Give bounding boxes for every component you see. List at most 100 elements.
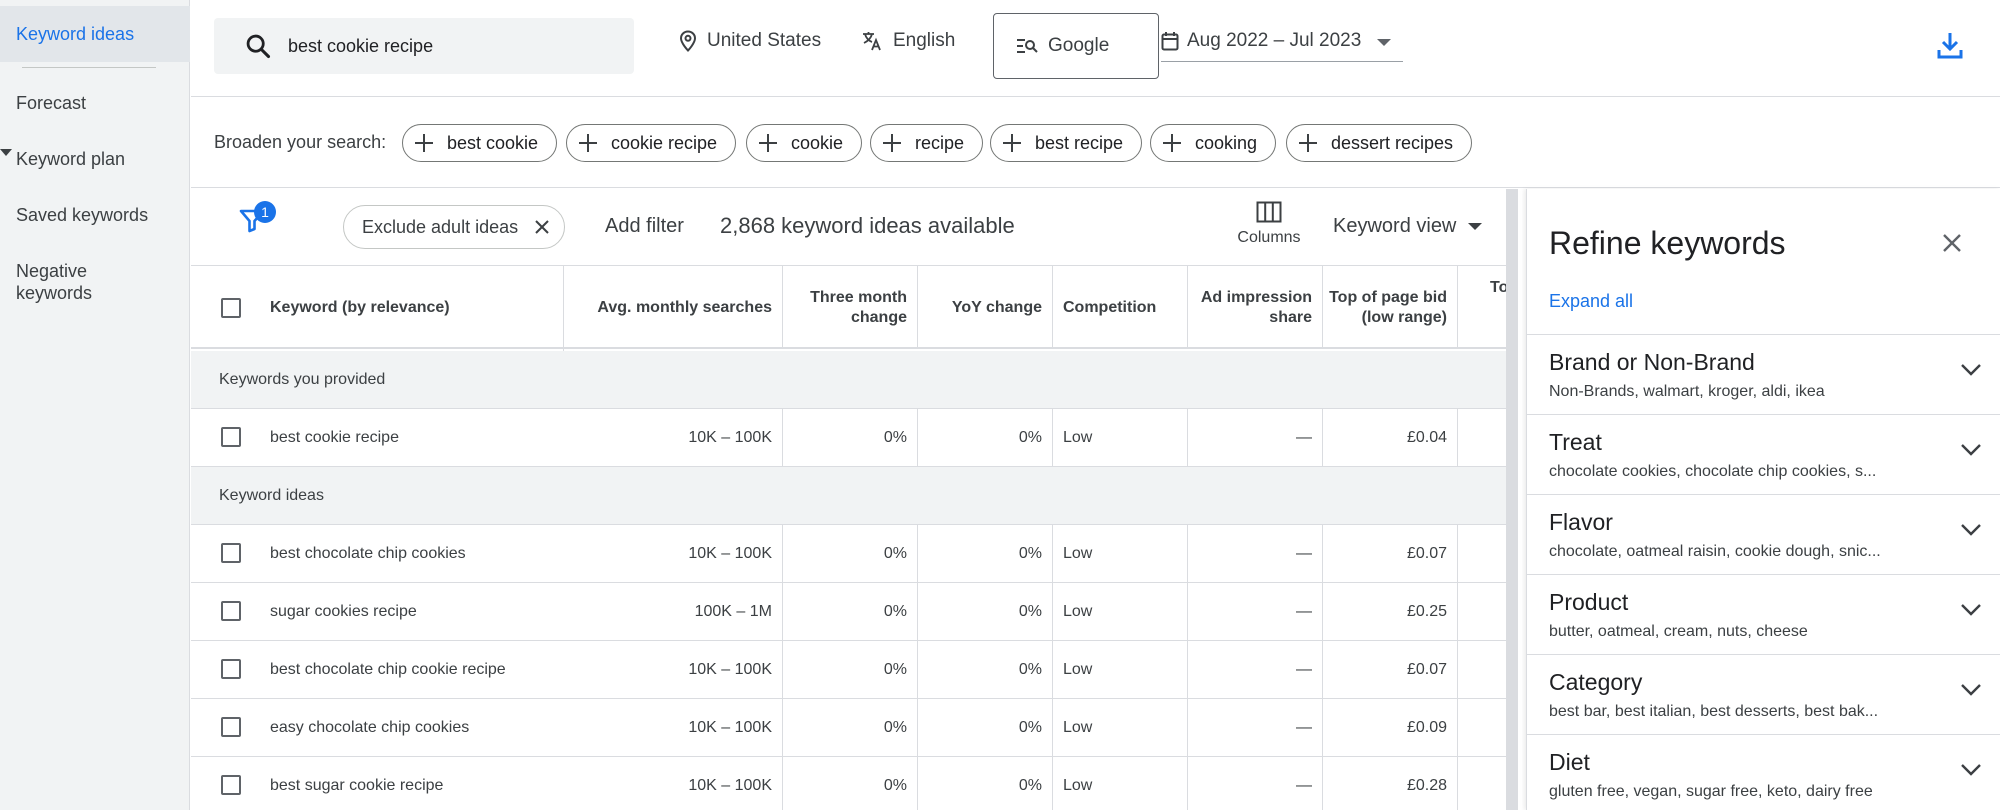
- chevron-down-icon[interactable]: [1959, 601, 1983, 617]
- refine-group-product[interactable]: Product butter, oatmeal, cream, nuts, ch…: [1527, 574, 2000, 654]
- date-range-selector[interactable]: Aug 2022 – Jul 2023: [1161, 30, 1403, 62]
- location-selector[interactable]: United States: [679, 30, 821, 52]
- row-checkbox[interactable]: [221, 775, 241, 795]
- top-bar: best cookie recipe United States English…: [191, 0, 2000, 97]
- chevron-down-icon[interactable]: [1959, 441, 1983, 457]
- refine-group-summary: gluten free, vegan, sugar free, keto, da…: [1549, 783, 1873, 800]
- table-row[interactable]: easy chocolate chip cookies 10K – 100K 0…: [191, 699, 1516, 757]
- search-network-icon: [1017, 39, 1038, 53]
- broaden-chip[interactable]: cooking: [1150, 124, 1277, 162]
- plus-icon: [1163, 134, 1181, 152]
- chevron-down-icon[interactable]: [1959, 521, 1983, 537]
- competition-cell: Low: [1063, 718, 1093, 736]
- table-row[interactable]: best chocolate chip cookie recipe 10K – …: [191, 641, 1516, 699]
- ad-share-cell: —: [1296, 718, 1312, 736]
- nav-keyword-plan[interactable]: Keyword plan: [16, 149, 126, 169]
- ad-share-cell: —: [1296, 428, 1312, 446]
- header-yoy-change[interactable]: YoY change: [951, 298, 1042, 316]
- bid-low-cell: £0.04: [1406, 428, 1447, 446]
- refine-group-category[interactable]: Category best bar, best italian, best de…: [1527, 654, 2000, 734]
- group-header-ideas: Keyword ideas: [191, 467, 1516, 525]
- keyword-cell: best chocolate chip cookie recipe: [270, 660, 506, 678]
- broaden-chip[interactable]: best recipe: [990, 124, 1143, 162]
- three-month-cell: 0%: [883, 660, 907, 678]
- plus-icon: [415, 134, 433, 152]
- exclude-chip-label: Exclude adult ideas: [362, 216, 519, 237]
- table-scrollbar[interactable]: [1506, 189, 1518, 810]
- yoy-cell: 0%: [1018, 544, 1042, 562]
- broaden-chip[interactable]: cookie recipe: [566, 124, 737, 162]
- refine-group-brand[interactable]: Brand or Non-Brand Non-Brands, walmart, …: [1527, 334, 2000, 414]
- caret-down-icon[interactable]: [0, 149, 12, 156]
- dropdown-arrow-icon: [1377, 39, 1391, 46]
- row-checkbox[interactable]: [221, 717, 241, 737]
- broaden-chip[interactable]: cookie: [746, 124, 863, 162]
- broaden-chip[interactable]: best cookie: [402, 124, 558, 162]
- refine-title: Refine keywords: [1549, 225, 1786, 261]
- avg-searches-cell: 10K – 100K: [688, 718, 772, 736]
- header-avg-monthly-searches[interactable]: Avg. monthly searches: [597, 298, 772, 316]
- search-icon: [246, 34, 271, 59]
- chip-label: recipe: [915, 132, 965, 153]
- competition-cell: Low: [1063, 776, 1093, 794]
- chevron-down-icon[interactable]: [1959, 761, 1983, 777]
- row-checkbox[interactable]: [221, 543, 241, 563]
- chevron-down-icon[interactable]: [1959, 361, 1983, 377]
- location-label: United States: [707, 30, 822, 51]
- search-value: best cookie recipe: [288, 35, 434, 56]
- keyword-view-dropdown[interactable]: Keyword view: [1333, 215, 1483, 238]
- nav-negative-keywords[interactable]: Negative keywords: [16, 261, 93, 303]
- column-divider: [1457, 525, 1458, 810]
- close-icon[interactable]: [534, 219, 550, 235]
- broaden-chip[interactable]: dessert recipes: [1286, 124, 1473, 162]
- date-range-label: Aug 2022 – Jul 2023: [1187, 30, 1362, 51]
- yoy-cell: 0%: [1018, 718, 1042, 736]
- row-checkbox[interactable]: [221, 427, 241, 447]
- plus-icon: [1003, 134, 1021, 152]
- columns-button[interactable]: Columns: [1229, 201, 1309, 247]
- keyword-search-input[interactable]: best cookie recipe: [214, 18, 634, 74]
- refine-group-treat[interactable]: Treat chocolate cookies, chocolate chip …: [1527, 414, 2000, 494]
- ad-share-cell: —: [1296, 602, 1312, 620]
- download-icon[interactable]: [1936, 30, 1964, 60]
- header-ad-impression-share[interactable]: Ad impression share: [1200, 288, 1312, 326]
- nav-keyword-ideas[interactable]: Keyword ideas: [0, 6, 190, 62]
- table-row[interactable]: best chocolate chip cookies 10K – 100K 0…: [191, 525, 1516, 583]
- refine-group-flavor[interactable]: Flavor chocolate, oatmeal raisin, cookie…: [1527, 494, 2000, 574]
- header-keyword[interactable]: Keyword (by relevance): [270, 298, 450, 316]
- search-network-selector[interactable]: Google: [993, 13, 1159, 79]
- ad-share-cell: —: [1296, 544, 1312, 562]
- column-divider: [1052, 409, 1053, 467]
- nav-forecast[interactable]: Forecast: [16, 93, 87, 113]
- left-navigation: Keyword ideas Forecast Keyword plan Save…: [0, 0, 190, 810]
- chip-label: cookie recipe: [611, 132, 718, 153]
- language-selector[interactable]: English: [861, 30, 955, 52]
- add-filter-button[interactable]: Add filter: [605, 215, 684, 237]
- row-checkbox[interactable]: [221, 659, 241, 679]
- table-row[interactable]: sugar cookies recipe 100K – 1M 0% 0% Low…: [191, 583, 1516, 641]
- close-icon[interactable]: [1941, 232, 1963, 254]
- refine-group-summary: butter, oatmeal, cream, nuts, cheese: [1549, 623, 1808, 640]
- broaden-chip[interactable]: recipe: [870, 124, 984, 162]
- expand-all-link[interactable]: Expand all: [1549, 291, 1634, 311]
- header-three-month-change[interactable]: Three month change: [810, 288, 907, 326]
- refine-group-name: Flavor: [1549, 509, 1613, 535]
- row-checkbox[interactable]: [221, 601, 241, 621]
- column-divider: [1322, 409, 1323, 467]
- table-row[interactable]: best cookie recipe 10K – 100K 0% 0% Low …: [191, 409, 1516, 467]
- three-month-cell: 0%: [883, 602, 907, 620]
- refine-group-summary: Non-Brands, walmart, kroger, aldi, ikea: [1549, 383, 1825, 400]
- competition-cell: Low: [1063, 660, 1093, 678]
- header-top-bid-low[interactable]: Top of page bid (low range): [1329, 288, 1447, 326]
- column-divider: [917, 525, 918, 810]
- nav-saved-keywords[interactable]: Saved keywords: [16, 205, 149, 225]
- header-competition[interactable]: Competition: [1063, 298, 1157, 316]
- chevron-down-icon[interactable]: [1959, 681, 1983, 697]
- exclude-adult-ideas-chip[interactable]: Exclude adult ideas: [343, 205, 566, 249]
- three-month-cell: 0%: [883, 776, 907, 794]
- refine-group-diet[interactable]: Diet gluten free, vegan, sugar free, ket…: [1527, 734, 2000, 810]
- table-row[interactable]: best sugar cookie recipe 10K – 100K 0% 0…: [191, 757, 1516, 810]
- select-all-checkbox[interactable]: [221, 298, 241, 318]
- refine-group-name: Brand or Non-Brand: [1549, 349, 1755, 375]
- table-header: Keyword (by relevance) Avg. monthly sear…: [191, 266, 1516, 349]
